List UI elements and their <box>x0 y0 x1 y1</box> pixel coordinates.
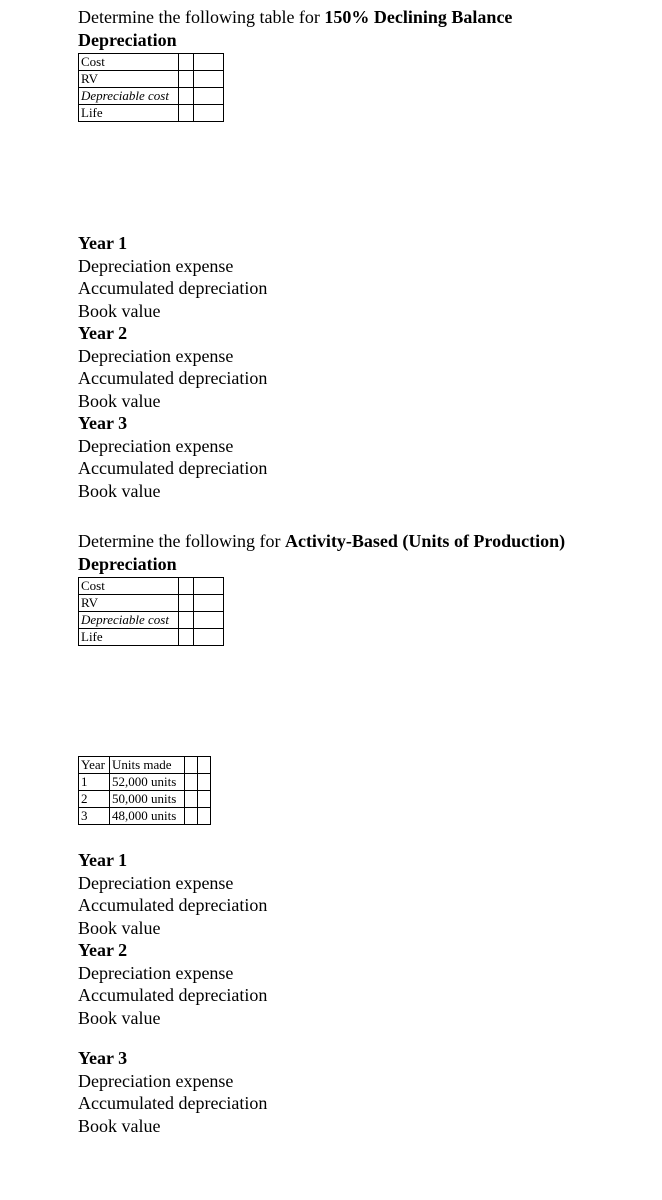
y2-year3-heading: Year 3 <box>78 1047 598 1070</box>
year2-line2: Accumulated depreciation <box>78 367 598 390</box>
year1-line3: Book value <box>78 300 598 323</box>
table-row: Depreciable cost <box>79 612 224 629</box>
cell-blank <box>194 595 224 612</box>
table-row: RV <box>79 71 224 88</box>
section1-input-table: Cost RV Depreciable cost Life <box>78 53 224 122</box>
year1-heading: Year 1 <box>78 232 598 255</box>
cell-blank <box>198 791 211 808</box>
units-r1-year: 1 <box>79 774 110 791</box>
cell-rv-label: RV <box>79 595 179 612</box>
y2-year1-line1: Depreciation expense <box>78 872 598 895</box>
year1-line1: Depreciation expense <box>78 255 598 278</box>
cell-cost-label: Cost <box>79 54 179 71</box>
year2-heading: Year 2 <box>78 322 598 345</box>
cell-blank <box>194 629 224 646</box>
cell-blank <box>179 578 194 595</box>
cell-blank <box>185 757 198 774</box>
cell-blank <box>185 774 198 791</box>
units-made-table: Year Units made 1 52,000 units 2 50,000 … <box>78 756 211 825</box>
units-r2-year: 2 <box>79 791 110 808</box>
units-r3-year: 3 <box>79 808 110 825</box>
cell-blank <box>198 808 211 825</box>
units-head-year: Year <box>79 757 110 774</box>
cell-blank <box>185 791 198 808</box>
cell-blank <box>179 71 194 88</box>
y2-year2-line3: Book value <box>78 1007 598 1030</box>
year3-line1: Depreciation expense <box>78 435 598 458</box>
cell-rv-label: RV <box>79 71 179 88</box>
table-row: RV <box>79 595 224 612</box>
y2-year1-heading: Year 1 <box>78 849 598 872</box>
cell-blank <box>194 88 224 105</box>
cell-blank <box>198 757 211 774</box>
y2-year1-line3: Book value <box>78 917 598 940</box>
cell-blank <box>179 88 194 105</box>
cell-blank <box>198 774 211 791</box>
years-block-1: Year 1 Depreciation expense Accumulated … <box>78 232 598 502</box>
year2-line3: Book value <box>78 390 598 413</box>
cell-blank <box>179 595 194 612</box>
section1-prompt: Determine the following table for 150% D… <box>78 6 598 51</box>
cell-blank <box>194 54 224 71</box>
y2-year2-line1: Depreciation expense <box>78 962 598 985</box>
table-row: Life <box>79 629 224 646</box>
cell-blank <box>179 612 194 629</box>
cell-life-label: Life <box>79 629 179 646</box>
years-block-2: Year 1 Depreciation expense Accumulated … <box>78 849 598 1137</box>
year3-line2: Accumulated depreciation <box>78 457 598 480</box>
table-row: Cost <box>79 578 224 595</box>
spacer <box>78 502 598 530</box>
table-row: Cost <box>79 54 224 71</box>
page: Determine the following table for 150% D… <box>0 0 598 1137</box>
cell-blank <box>179 105 194 122</box>
table-row: 1 52,000 units <box>79 774 211 791</box>
year2-line1: Depreciation expense <box>78 345 598 368</box>
year3-heading: Year 3 <box>78 412 598 435</box>
section2-prompt: Determine the following for Activity-Bas… <box>78 530 598 575</box>
y2-year2-heading: Year 2 <box>78 939 598 962</box>
y2-year3-line1: Depreciation expense <box>78 1070 598 1093</box>
cell-blank <box>194 71 224 88</box>
cell-cost-label: Cost <box>79 578 179 595</box>
section2-input-table: Cost RV Depreciable cost Life <box>78 577 224 646</box>
table-row: 2 50,000 units <box>79 791 211 808</box>
year3-line3: Book value <box>78 480 598 503</box>
y2-year1-line2: Accumulated depreciation <box>78 894 598 917</box>
units-r1-units: 52,000 units <box>110 774 185 791</box>
cell-blank <box>194 105 224 122</box>
table-row: Life <box>79 105 224 122</box>
units-r2-units: 50,000 units <box>110 791 185 808</box>
table-row: Depreciable cost <box>79 88 224 105</box>
spacer <box>78 1029 598 1047</box>
y2-year3-line3: Book value <box>78 1115 598 1138</box>
units-head-units: Units made <box>110 757 185 774</box>
y2-year2-line2: Accumulated depreciation <box>78 984 598 1007</box>
cell-blank <box>185 808 198 825</box>
table-row: Year Units made <box>79 757 211 774</box>
section2-prompt-pre: Determine the following for <box>78 531 285 551</box>
cell-blank <box>194 578 224 595</box>
section1-prompt-pre: Determine the following table for <box>78 7 324 27</box>
cell-blank <box>179 629 194 646</box>
cell-depcost-label: Depreciable cost <box>79 612 179 629</box>
table-row: 3 48,000 units <box>79 808 211 825</box>
cell-blank <box>179 54 194 71</box>
cell-depcost-label: Depreciable cost <box>79 88 179 105</box>
units-r3-units: 48,000 units <box>110 808 185 825</box>
cell-life-label: Life <box>79 105 179 122</box>
cell-blank <box>194 612 224 629</box>
y2-year3-line2: Accumulated depreciation <box>78 1092 598 1115</box>
year1-line2: Accumulated depreciation <box>78 277 598 300</box>
